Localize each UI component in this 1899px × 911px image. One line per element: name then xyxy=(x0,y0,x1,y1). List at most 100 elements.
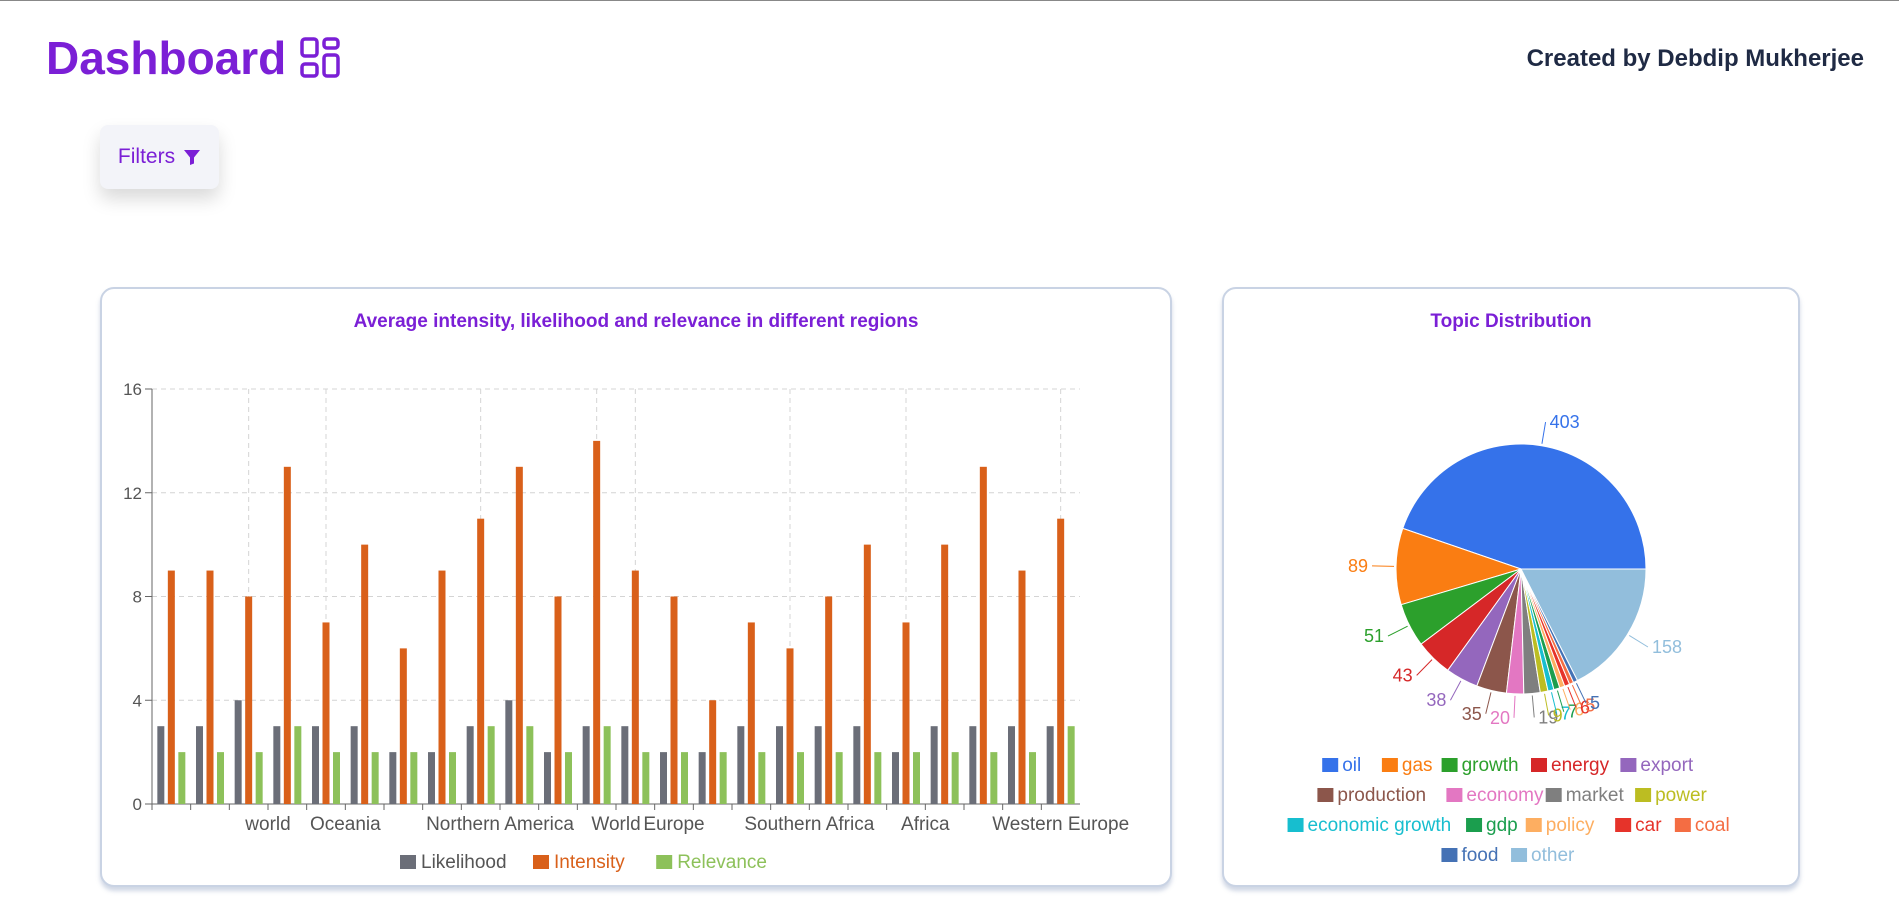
bar-intensity xyxy=(361,545,368,804)
bar-intensity xyxy=(284,467,291,804)
legend-swatch-other xyxy=(1511,848,1527,862)
bar-intensity xyxy=(439,571,446,804)
bar-likelihood xyxy=(312,726,319,804)
bar-relevance xyxy=(565,752,572,804)
pie-value-label: 403 xyxy=(1550,412,1580,432)
legend-swatch-gas xyxy=(1382,758,1398,772)
pie-value-label: 5 xyxy=(1590,693,1600,713)
bar-likelihood xyxy=(776,726,783,804)
bar-likelihood xyxy=(157,726,164,804)
pie-value-label: 35 xyxy=(1462,704,1482,724)
bar-likelihood xyxy=(196,726,203,804)
pie-leader-line xyxy=(1629,635,1648,647)
credit-text: Created by Debdip Mukherjee xyxy=(1527,45,1864,73)
bar-likelihood xyxy=(853,726,860,804)
bar-relevance xyxy=(410,752,417,804)
legend-label-market: market xyxy=(1566,785,1625,806)
legend-swatch-car xyxy=(1615,818,1631,832)
legend-swatch-export xyxy=(1620,758,1636,772)
x-tick-label: world xyxy=(244,814,290,835)
dashboard-grid-icon xyxy=(300,37,340,79)
legend-swatch-gdp xyxy=(1466,818,1482,832)
legend-label-export: export xyxy=(1640,755,1694,776)
legend-swatch-food xyxy=(1441,848,1457,862)
bar-intensity xyxy=(825,597,832,805)
bar-relevance xyxy=(256,752,263,804)
y-tick-label: 4 xyxy=(133,691,142,710)
bar-intensity xyxy=(671,597,678,805)
legend-swatch-economy xyxy=(1446,788,1462,802)
bar-intensity xyxy=(555,597,562,805)
pie-leader-line xyxy=(1417,660,1432,676)
bar-relevance xyxy=(1068,726,1075,804)
x-tick-label: Southern Africa xyxy=(744,814,874,835)
bar-intensity xyxy=(1019,571,1026,804)
bar-likelihood xyxy=(1008,726,1015,804)
pie-leader-line xyxy=(1388,626,1408,636)
bar-relevance xyxy=(217,752,224,804)
legend-swatch-market xyxy=(1546,788,1562,802)
bar-relevance xyxy=(952,752,959,804)
bar-relevance xyxy=(681,752,688,804)
legend-swatch-power xyxy=(1635,788,1651,802)
bar-relevance xyxy=(642,752,649,804)
bar-intensity xyxy=(400,648,407,804)
pie-leader-line xyxy=(1450,681,1460,700)
bar-likelihood xyxy=(428,752,435,804)
bar-intensity xyxy=(709,700,716,804)
legend-swatch-oil xyxy=(1322,758,1338,772)
bar-likelihood xyxy=(389,752,396,804)
legend-swatch-intensity xyxy=(533,855,549,869)
bar-likelihood xyxy=(737,726,744,804)
filters-button[interactable]: Filters xyxy=(100,125,219,189)
bar-intensity xyxy=(632,571,639,804)
bar-relevance xyxy=(333,752,340,804)
bar-chart-card: Average intensity, likelihood and releva… xyxy=(100,287,1172,887)
legend-label-economic-growth: economic growth xyxy=(1308,815,1452,836)
bar-relevance xyxy=(720,752,727,804)
bar-intensity xyxy=(516,467,523,804)
legend-swatch-policy xyxy=(1526,818,1542,832)
x-tick-label: Northern America xyxy=(426,814,574,835)
page-title-text: Dashboard xyxy=(46,31,286,85)
bar-relevance xyxy=(913,752,920,804)
pie-chart-card: Topic Distribution 403 89 51 43 38 35 20 19 9 7 7 6… xyxy=(1222,287,1800,887)
legend-label-coal: coal xyxy=(1695,815,1730,836)
legend-label-car: car xyxy=(1635,815,1662,836)
legend-swatch-likelihood xyxy=(400,855,416,869)
bar-likelihood xyxy=(892,752,899,804)
bar-relevance xyxy=(836,752,843,804)
bar-relevance xyxy=(178,752,185,804)
y-tick-label: 12 xyxy=(123,484,142,503)
legend-swatch-coal xyxy=(1675,818,1691,832)
y-tick-label: 0 xyxy=(133,795,142,814)
bar-relevance xyxy=(372,752,379,804)
legend-label-gdp: gdp xyxy=(1486,815,1518,836)
page-title: Dashboard xyxy=(46,31,340,85)
legend-label-energy: energy xyxy=(1551,755,1610,776)
bar-relevance xyxy=(449,752,456,804)
bar-relevance xyxy=(1029,752,1036,804)
bar-relevance xyxy=(526,726,533,804)
pie-value-label: 43 xyxy=(1393,665,1413,685)
bar-likelihood xyxy=(660,752,667,804)
bar-intensity xyxy=(941,545,948,804)
header: Dashboard Created by Debdip Mukherjee xyxy=(0,1,1899,111)
legend-swatch-growth xyxy=(1442,758,1458,772)
bar-intensity xyxy=(323,622,330,804)
bar-likelihood xyxy=(621,726,628,804)
bar-intensity xyxy=(787,648,794,804)
x-tick-label: Europe xyxy=(643,814,704,835)
bar-intensity xyxy=(903,622,910,804)
pie-legend: oil gas growth energy export production econom… xyxy=(1288,755,1730,866)
x-tick-label: Western Europe xyxy=(992,814,1129,835)
legend-label-intensity: Intensity xyxy=(554,852,625,873)
bar-likelihood xyxy=(969,726,976,804)
legend-label-power: power xyxy=(1655,785,1707,806)
bar-relevance xyxy=(604,726,611,804)
bar-likelihood xyxy=(815,726,822,804)
legend-label-gas: gas xyxy=(1402,755,1433,776)
legend-label-oil: oil xyxy=(1342,755,1361,776)
bar-relevance xyxy=(294,726,301,804)
legend-swatch-energy xyxy=(1531,758,1547,772)
